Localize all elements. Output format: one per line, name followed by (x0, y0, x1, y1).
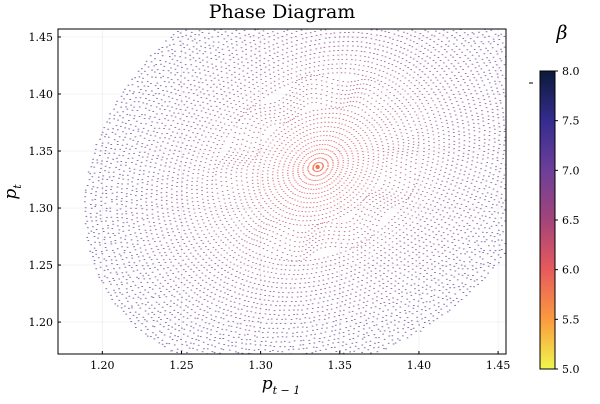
orbit-ring (129, 30, 506, 334)
orbit-ring (276, 130, 360, 204)
x-tick-label: 1.45 (486, 359, 511, 372)
orbit-ring (307, 157, 329, 177)
orbit-ring (191, 54, 445, 280)
orbit-ring (89, 29, 506, 354)
orbit-ring (251, 108, 385, 226)
colorbar-ticks: 5.0 5.5 6.0 6.5 7.0 7.5 8.0 (555, 65, 580, 376)
orbit-ring (104, 29, 506, 354)
orbit-ring (175, 41, 461, 294)
plot-frame (57, 28, 507, 355)
orbit-ring (99, 29, 506, 354)
orbit-ring (225, 83, 410, 252)
colorbar-tick-label: 6.0 (562, 264, 580, 277)
orbit-ring (109, 29, 506, 353)
colorbar-tick-label: 5.5 (562, 313, 580, 326)
colorbar-ramp (539, 70, 556, 370)
orbit-ring (119, 29, 506, 343)
colorbar: 5.0 5.5 6.0 6.5 7.0 7.5 8.0 β (539, 22, 580, 376)
orbit-ring (297, 148, 340, 186)
orbit-ring (185, 49, 451, 285)
orbit-ring (215, 74, 420, 262)
orbit-ring (134, 29, 501, 330)
orbit-ring (140, 29, 496, 325)
orbit-ring (84, 29, 506, 354)
colorbar-tick-label: 6.5 (562, 214, 580, 227)
y-tick-label: 1.25 (29, 259, 54, 272)
orbit-ring (312, 162, 324, 172)
orbit-ring (245, 102, 390, 234)
orbit-ring (266, 121, 370, 213)
orbit-ring (256, 112, 380, 222)
x-tick-label: 1.30 (248, 359, 273, 372)
orbit-ring (211, 72, 425, 262)
chart-title: Phase Diagram (209, 1, 356, 23)
orbit-ring (155, 29, 481, 312)
grid-lines (58, 29, 506, 354)
x-tick-label: 1.20 (90, 359, 115, 372)
orbit-ring (240, 97, 395, 238)
orbit-ring (196, 58, 440, 276)
x-tick-label: 1.35 (328, 359, 353, 372)
orbit-ring (94, 31, 506, 354)
colorbar-tick-label: 8.0 (562, 65, 580, 78)
y-axis-ticks: 1.20 1.25 1.30 1.35 1.40 1.45 (29, 31, 61, 329)
orbit-ring (286, 139, 350, 195)
y-axis-label: pt (1, 184, 24, 200)
orbit-ring (165, 31, 471, 303)
orbit-ring (261, 117, 375, 217)
orbit-ring (206, 67, 430, 267)
orbit-ring (230, 88, 405, 248)
orbit-ring (145, 29, 491, 320)
orbit-ring (125, 29, 506, 339)
y-tick-label: 1.20 (29, 316, 54, 329)
x-axis-ticks: 1.20 1.25 1.30 1.35 1.40 1.45 (90, 351, 510, 372)
x-tick-label: 1.40 (407, 359, 432, 372)
colorbar-label: β (556, 22, 568, 44)
fixed-point (315, 164, 320, 170)
orbit-ring (115, 29, 506, 348)
orbit-ring (170, 36, 466, 298)
orbit-ring (292, 144, 345, 190)
orbit-ring (150, 29, 486, 316)
orbit-cloud-layer (84, 29, 506, 354)
orbit-ring (302, 153, 334, 181)
y-tick-label: 1.30 (29, 202, 54, 215)
y-tick-label: 1.45 (29, 31, 54, 44)
y-tick-label: 1.35 (29, 145, 54, 158)
orbit-ring (180, 45, 456, 289)
orbit-ring (220, 79, 415, 257)
orbit-ring (160, 29, 476, 307)
orbit-ring (281, 135, 355, 199)
y-tick-label: 1.40 (29, 88, 54, 101)
x-tick-label: 1.25 (169, 359, 194, 372)
orbit-ring (201, 63, 435, 271)
x-axis-label: pt − 1 (262, 374, 301, 397)
orbit-ring (271, 126, 365, 208)
colorbar-tick-label: 7.5 (562, 115, 580, 128)
colorbar-tick-label: 5.0 (562, 363, 580, 376)
orbit-ring (235, 93, 400, 243)
colorbar-tick-label: 7.0 (562, 164, 580, 177)
